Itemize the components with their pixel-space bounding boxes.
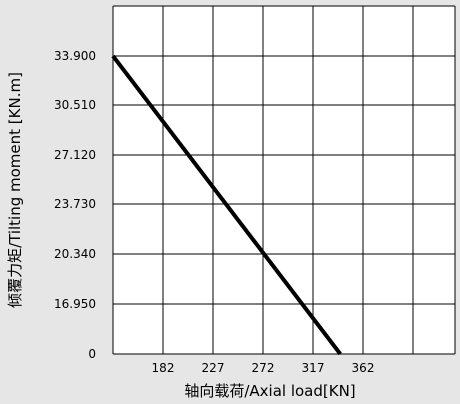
y-tick-label: 23.730 [54,197,96,211]
y-tick-label: 0 [88,347,96,361]
y-tick-labels: 0 16.950 20.340 23.730 27.120 30.510 33.900 [54,49,96,361]
y-tick-label: 27.120 [54,148,96,162]
plot-area [113,6,455,354]
x-tick-label: 272 [252,361,275,375]
x-tick-label: 362 [352,361,375,375]
x-tick-label: 182 [152,361,175,375]
y-tick-label: 30.510 [54,98,96,112]
x-tick-label: 227 [202,361,225,375]
x-tick-labels: 182 227 272 317 362 [152,361,375,375]
x-tick-label: 317 [302,361,325,375]
y-tick-label: 20.340 [54,247,96,261]
series-layer [111,54,342,356]
x-axis-title: 轴向载荷/Axial load[KN] [184,382,355,400]
y-tick-label: 33.900 [54,49,96,63]
y-tick-label: 16.950 [54,297,96,311]
series-line [111,54,342,356]
y-axis-title: 倾覆力矩/Tilting moment [KN.m] [6,72,24,308]
grid [112,5,456,355]
